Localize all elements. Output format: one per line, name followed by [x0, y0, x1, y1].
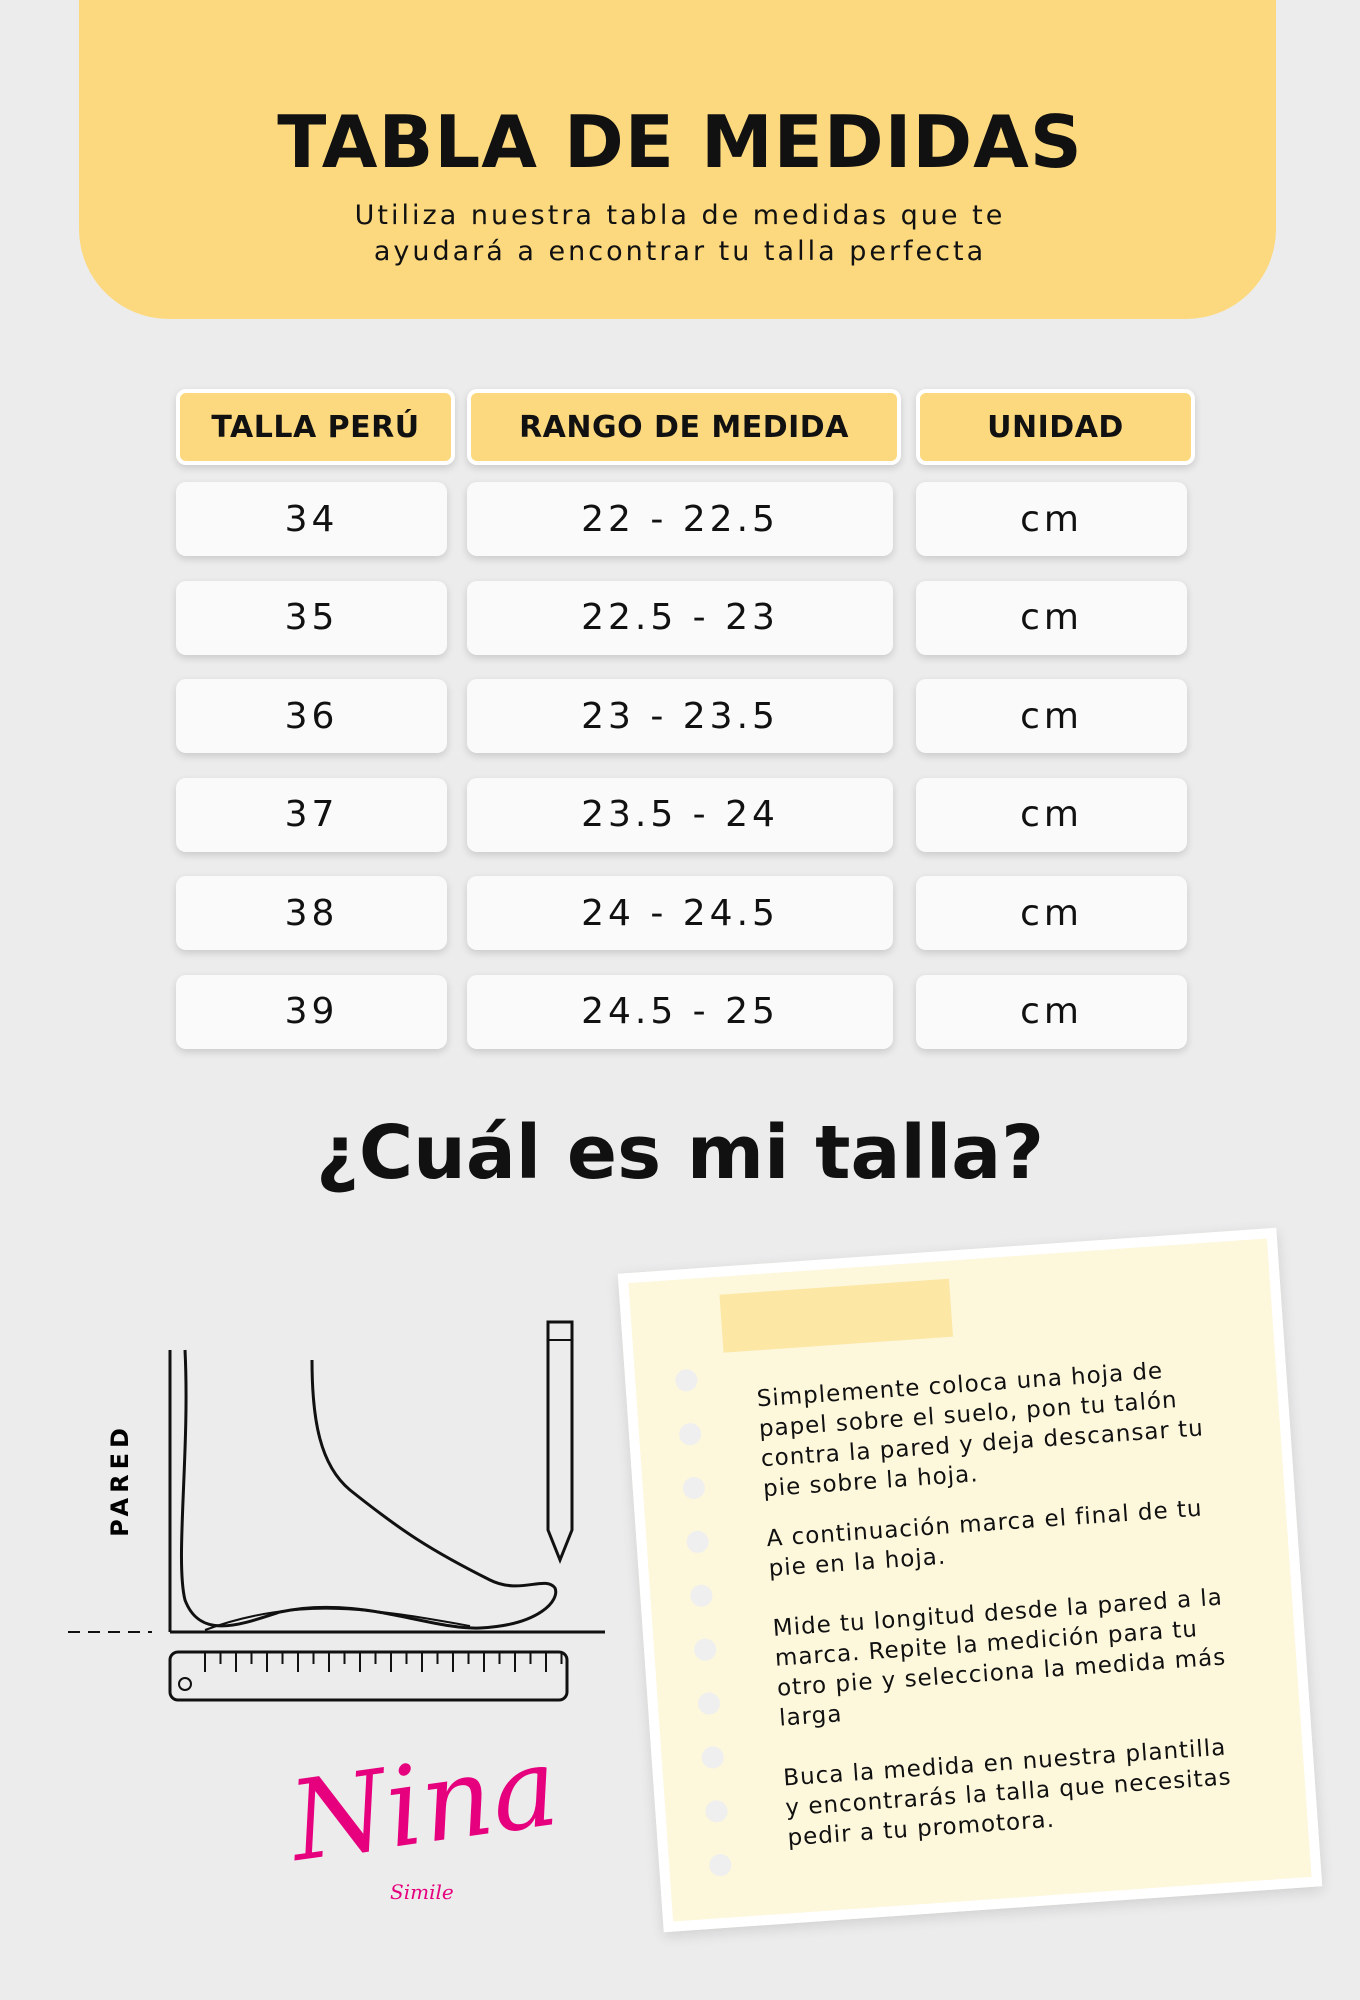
- table-cell: cm: [916, 679, 1187, 753]
- section-title: ¿Cuál es mi talla?: [315, 1110, 1045, 1196]
- subtitle-line: ayudará a encontrar tu talla perfecta: [373, 236, 987, 267]
- subtitle-line: Utiliza nuestra tabla de medidas que te: [354, 200, 1006, 231]
- table-cell: 24 - 24.5: [467, 876, 893, 950]
- table-cell: cm: [916, 482, 1187, 556]
- table-cell: 23.5 - 24: [467, 777, 893, 852]
- punch-hole: [708, 1853, 733, 1877]
- table-cell: cm: [916, 580, 1187, 655]
- page-title: TABLA DE MEDIDAS: [277, 100, 1083, 184]
- punch-hole: [689, 1584, 714, 1608]
- punch-hole: [674, 1368, 699, 1393]
- brand-tagline: Simile: [390, 1880, 454, 1904]
- ruler-ticks: [204, 1652, 563, 1672]
- table-cell: 34: [176, 482, 447, 556]
- punch-hole: [682, 1476, 706, 1500]
- table-cell: 39: [176, 974, 447, 1049]
- instruction-text: Mide tu longitud desde la pared a la mar…: [772, 1584, 1227, 1732]
- table-cell: 22 - 22.5: [467, 482, 893, 556]
- punch-hole: [693, 1637, 717, 1662]
- table-header: RANGO DE MEDIDA: [467, 389, 901, 465]
- table-cell: 35: [176, 580, 447, 655]
- wall-label: PARED: [106, 1423, 134, 1537]
- brand-logo: Nina: [282, 1721, 566, 1887]
- punch-hole: [685, 1530, 710, 1554]
- instruction-text: Buca la medida en nuestra plantilla y en…: [782, 1734, 1233, 1852]
- instruction-text: Simplemente coloca una hoja de papel sob…: [755, 1358, 1205, 1503]
- foot-diagram: PARED: [68, 1320, 605, 1702]
- tape: [719, 1278, 953, 1353]
- table-header: TALLA PERÚ: [176, 389, 455, 465]
- instruction-note: Simplemente coloca una hoja de papel sob…: [617, 1227, 1323, 1933]
- table-cell: 24.5 - 25: [467, 974, 893, 1049]
- punch-hole: [704, 1799, 729, 1823]
- punch-hole: [678, 1422, 702, 1446]
- instruction-text: A continuación marca el final de tu pie …: [765, 1495, 1204, 1582]
- table-cell: 36: [176, 679, 447, 753]
- table-cell: cm: [916, 974, 1187, 1049]
- table-cell: cm: [916, 777, 1187, 852]
- table-cell: 22.5 - 23: [467, 580, 893, 655]
- table-cell: cm: [916, 876, 1187, 950]
- foot-drawing: [68, 1320, 605, 1702]
- table-cell: 38: [176, 876, 447, 950]
- table-cell: 37: [176, 777, 447, 852]
- header-banner: [79, 0, 1276, 319]
- table-cell: 23 - 23.5: [467, 679, 893, 753]
- punch-hole: [697, 1691, 721, 1716]
- table-header: UNIDAD: [916, 389, 1195, 465]
- punch-hole: [701, 1745, 725, 1770]
